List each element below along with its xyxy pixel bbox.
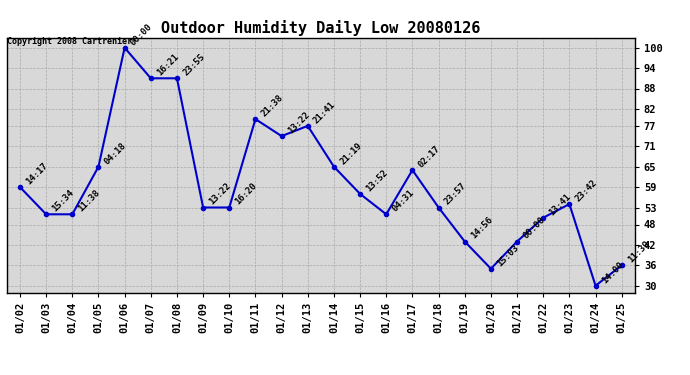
Text: 15:34: 15:34 [50,188,76,213]
Text: 14:56: 14:56 [469,215,494,241]
Text: 04:18: 04:18 [103,141,128,166]
Text: 16:20: 16:20 [233,182,259,207]
Text: 21:19: 21:19 [338,141,364,166]
Text: 11:39: 11:39 [626,239,651,264]
Text: 00:00: 00:00 [521,215,546,241]
Text: 13:41: 13:41 [547,192,573,217]
Text: 15:03: 15:03 [495,243,520,268]
Text: 04:31: 04:31 [391,188,416,213]
Text: 21:41: 21:41 [312,100,337,125]
Text: 16:21: 16:21 [155,52,180,78]
Text: 14:00: 14:00 [600,260,625,285]
Text: 14:17: 14:17 [24,161,50,186]
Text: 00:00: 00:00 [129,21,154,47]
Text: 23:57: 23:57 [443,182,468,207]
Text: 23:42: 23:42 [573,178,599,203]
Text: 21:38: 21:38 [259,93,285,118]
Text: 13:22: 13:22 [207,182,233,207]
Text: 13:52: 13:52 [364,168,390,193]
Text: 23:55: 23:55 [181,52,206,78]
Text: 02:17: 02:17 [417,144,442,170]
Text: 13:22: 13:22 [286,110,311,135]
Text: Copyright 2008 Cartrenier: Copyright 2008 Cartrenier [7,38,132,46]
Text: 11:38: 11:38 [77,188,102,213]
Title: Outdoor Humidity Daily Low 20080126: Outdoor Humidity Daily Low 20080126 [161,20,480,36]
